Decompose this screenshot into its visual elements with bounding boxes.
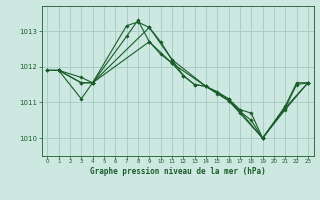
X-axis label: Graphe pression niveau de la mer (hPa): Graphe pression niveau de la mer (hPa) [90, 167, 266, 176]
